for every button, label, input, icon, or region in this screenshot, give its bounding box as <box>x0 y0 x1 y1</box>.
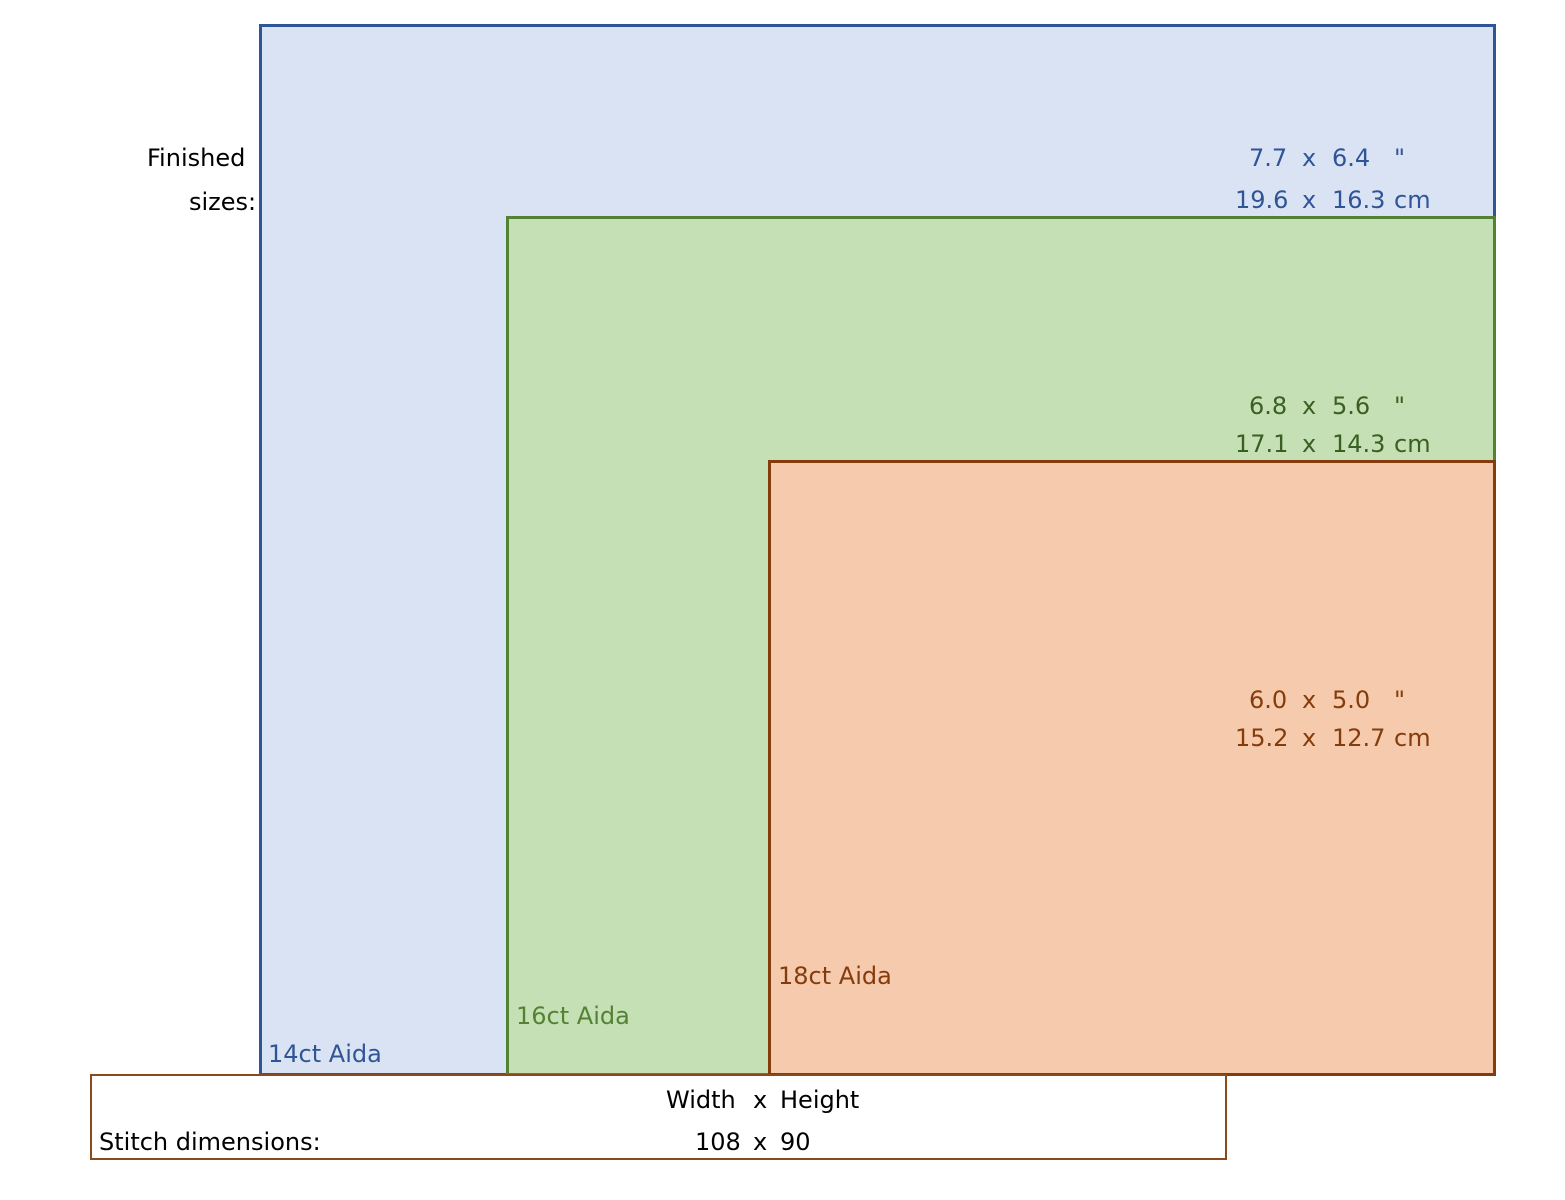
width-in: 7.7 <box>1249 144 1288 172</box>
stitch-dimensions-box: Width x Height Stitch dimensions: 108 x … <box>90 1074 1227 1160</box>
finished-label: Finished <box>147 144 246 172</box>
width-cm: 19.6 <box>1235 186 1289 214</box>
unit: " <box>1394 392 1406 420</box>
stitch-width: 108 <box>695 1128 741 1156</box>
times: x <box>1302 686 1317 714</box>
height-cm: 16.3 <box>1332 186 1386 214</box>
height-cm: 14.3 <box>1332 430 1386 458</box>
width-cm: 17.1 <box>1235 430 1289 458</box>
unit: " <box>1394 686 1406 714</box>
height-in: 5.6 <box>1332 392 1371 420</box>
times: x <box>1302 724 1317 752</box>
stitch-dimensions-label: Stitch dimensions: <box>99 1128 321 1156</box>
times: x <box>1302 430 1317 458</box>
times: x <box>1302 144 1317 172</box>
height-in: 6.4 <box>1332 144 1371 172</box>
unit: cm <box>1394 430 1431 458</box>
width-in: 6.8 <box>1249 392 1288 420</box>
times: x <box>1302 392 1317 420</box>
height-cm: 12.7 <box>1332 724 1386 752</box>
times: x <box>1302 186 1317 214</box>
width-cm: 15.2 <box>1235 724 1289 752</box>
height-in: 5.0 <box>1332 686 1371 714</box>
stitch-times: x <box>753 1128 768 1156</box>
stitch-height: 90 <box>780 1128 811 1156</box>
unit: cm <box>1394 724 1431 752</box>
width-in: 6.0 <box>1249 686 1288 714</box>
width-header: Width <box>666 1086 736 1114</box>
times-header: x <box>753 1086 768 1114</box>
fabric-label-14ct: 14ct Aida <box>268 1040 382 1068</box>
unit: cm <box>1394 186 1431 214</box>
unit: " <box>1394 144 1406 172</box>
fabric-label-16ct: 16ct Aida <box>516 1002 630 1030</box>
height-header: Height <box>780 1086 860 1114</box>
fabric-label-18ct: 18ct Aida <box>778 962 892 990</box>
sizes-label: sizes: <box>189 188 257 216</box>
